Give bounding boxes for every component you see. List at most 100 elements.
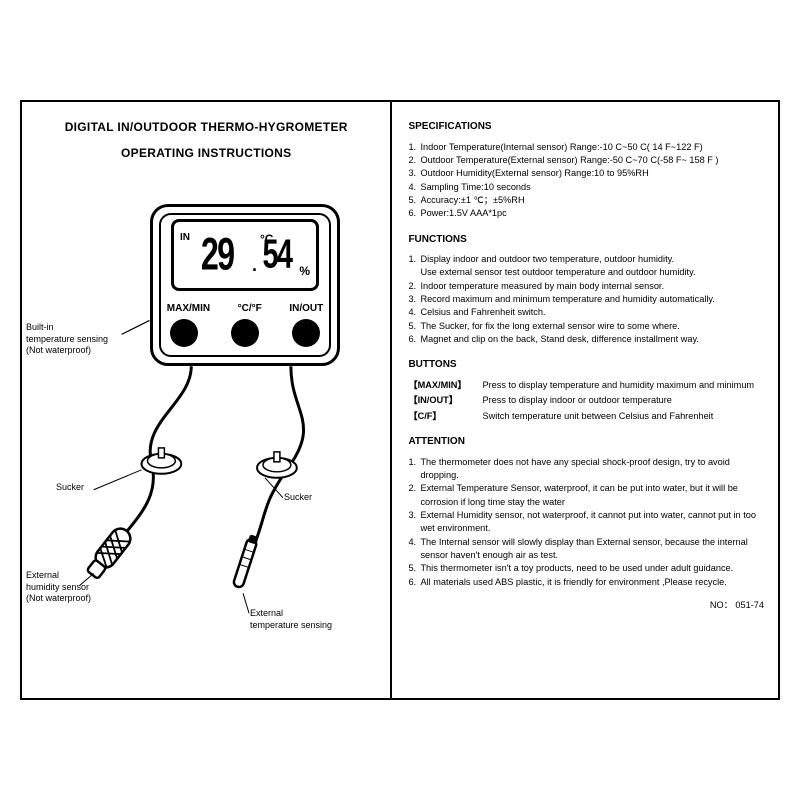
spec-index: 6. [408,207,420,220]
button-desc-row: 【C/F】Switch temperature unit between Cel… [408,410,764,423]
attention-list: 1.The thermometer does not have any spec… [408,456,764,589]
left-panel: DIGITAL IN/OUTDOOR THERMO-HYGROMETER OPE… [22,102,392,698]
spec-text: Outdoor Humidity(External sensor) Range:… [420,167,648,180]
func-index: 1. [408,253,420,280]
device-diagram: IN 29 °C . 54 % MAX/MIN °C/°F IN/OUT [22,192,390,662]
spec-text: Sampling Time:10 seconds [420,181,530,194]
spec-text: Accuracy:±1 ℃；±5%RH [420,194,524,207]
right-panel: SPECIFICATIONS 1.Indoor Temperature(Inte… [392,102,778,698]
lcd-humidity-unit: % [299,264,310,278]
attention-index: 3. [408,509,420,536]
button-desc-row: 【MAX/MIN】Press to display temperature an… [408,379,764,392]
spec-list: 1.Indoor Temperature(Internal sensor) Ra… [408,141,764,221]
func-list: 1.Display indoor and outdoor two tempera… [408,253,764,346]
spec-index: 5. [408,194,420,207]
attention-index: 2. [408,482,420,509]
model-number-label: NO： [710,600,733,610]
spec-index: 2. [408,154,420,167]
lcd-screen: IN 29 °C . 54 % [171,219,319,291]
callout-sucker-right: Sucker [284,492,312,504]
spec-item: 4.Sampling Time:10 seconds [408,181,764,194]
model-number-value: 051-74 [735,600,764,610]
callout-ext-temp: External temperature sensing [250,608,332,631]
attention-text: This thermometer isn't a toy products, n… [420,562,733,575]
func-text: Display indoor and outdoor two temperatu… [420,253,695,280]
lcd-decimal-dot: . [252,255,257,276]
spec-text: Power:1.5V AAA*1pc [420,207,506,220]
func-index: 4. [408,306,420,319]
heading-specifications: SPECIFICATIONS [408,120,764,135]
spec-index: 4. [408,181,420,194]
spec-item: 1.Indoor Temperature(Internal sensor) Ra… [408,141,764,154]
btn-label-maxmin: MAX/MIN [167,303,210,314]
func-text: Indoor temperature measured by main body… [420,280,664,293]
button-desc-label: 【IN/OUT】 [408,394,482,407]
func-text: Record maximum and minimum temperature a… [420,293,714,306]
func-item: 3.Record maximum and minimum temperature… [408,293,764,306]
button-desc-list: 【MAX/MIN】Press to display temperature an… [408,379,764,423]
lcd-in-label: IN [180,232,190,243]
func-item: 2.Indoor temperature measured by main bo… [408,280,764,293]
attention-index: 5. [408,562,420,575]
heading-functions: FUNCTIONS [408,233,764,248]
device-body: IN 29 °C . 54 % MAX/MIN °C/°F IN/OUT [150,204,340,366]
attention-text: External Humidity sensor, not waterproof… [420,509,764,536]
spec-text: Indoor Temperature(Internal sensor) Rang… [420,141,702,154]
spec-item: 2.Outdoor Temperature(External sensor) R… [408,154,764,167]
spec-item: 3.Outdoor Humidity(External sensor) Rang… [408,167,764,180]
device-button-row [153,319,337,347]
title-line-2: OPERATING INSTRUCTIONS [30,146,382,160]
model-number: NO： 051-74 [408,599,764,612]
btn-label-cf: °C/°F [238,303,262,314]
func-index: 6. [408,333,420,346]
cf-button[interactable] [231,319,259,347]
button-desc-text: Switch temperature unit between Celsius … [482,410,713,423]
attention-item: 3.External Humidity sensor, not waterpro… [408,509,764,536]
attention-text: All materials used ABS plastic, it is fr… [420,576,726,589]
button-desc-text: Press to display temperature and humidit… [482,379,754,392]
lcd-humidity-value: 54 [263,232,292,279]
lcd-temp-value: 29 [201,232,234,278]
spec-text: Outdoor Temperature(External sensor) Ran… [420,154,718,167]
func-text: Magnet and clip on the back, Stand desk,… [420,333,699,346]
attention-item: 2.External Temperature Sensor, waterproo… [408,482,764,509]
button-desc-label: 【MAX/MIN】 [408,379,482,392]
func-index: 3. [408,293,420,306]
func-item: 5.The Sucker, for fix the long external … [408,320,764,333]
func-index: 5. [408,320,420,333]
attention-item: 6.All materials used ABS plastic, it is … [408,576,764,589]
func-item: 6.Magnet and clip on the back, Stand des… [408,333,764,346]
callout-sucker-left: Sucker [56,482,84,494]
callout-ext-humidity: External humidity sensor (Not waterproof… [26,570,91,605]
inout-button[interactable] [292,319,320,347]
attention-item: 1.The thermometer does not have any spec… [408,456,764,483]
spec-index: 3. [408,167,420,180]
func-text: Celsius and Fahrenheit switch. [420,306,545,319]
attention-index: 4. [408,536,420,563]
heading-buttons: BUTTONS [408,358,764,373]
btn-label-inout: IN/OUT [289,303,323,314]
attention-text: External Temperature Sensor, waterproof,… [420,482,764,509]
func-item: 4.Celsius and Fahrenheit switch. [408,306,764,319]
func-text: The Sucker, for fix the long external se… [420,320,679,333]
spec-item: 6.Power:1.5V AAA*1pc [408,207,764,220]
maxmin-button[interactable] [170,319,198,347]
instruction-sheet: DIGITAL IN/OUTDOOR THERMO-HYGROMETER OPE… [20,100,780,700]
attention-index: 1. [408,456,420,483]
attention-text: The Internal sensor will slowly display … [420,536,764,563]
attention-index: 6. [408,576,420,589]
button-desc-text: Press to display indoor or outdoor tempe… [482,394,671,407]
button-desc-row: 【IN/OUT】Press to display indoor or outdo… [408,394,764,407]
device-button-labels: MAX/MIN °C/°F IN/OUT [153,303,337,314]
func-item: 1.Display indoor and outdoor two tempera… [408,253,764,280]
attention-text: The thermometer does not have any specia… [420,456,764,483]
button-desc-label: 【C/F】 [408,410,482,423]
spec-item: 5.Accuracy:±1 ℃；±5%RH [408,194,764,207]
attention-item: 5.This thermometer isn't a toy products,… [408,562,764,575]
attention-item: 4.The Internal sensor will slowly displa… [408,536,764,563]
spec-index: 1. [408,141,420,154]
func-index: 2. [408,280,420,293]
title-line-1: DIGITAL IN/OUTDOOR THERMO-HYGROMETER [30,120,382,134]
callout-builtin-sensor: Built-in temperature sensing (Not waterp… [26,322,108,357]
heading-attention: ATTENTION [408,435,764,450]
